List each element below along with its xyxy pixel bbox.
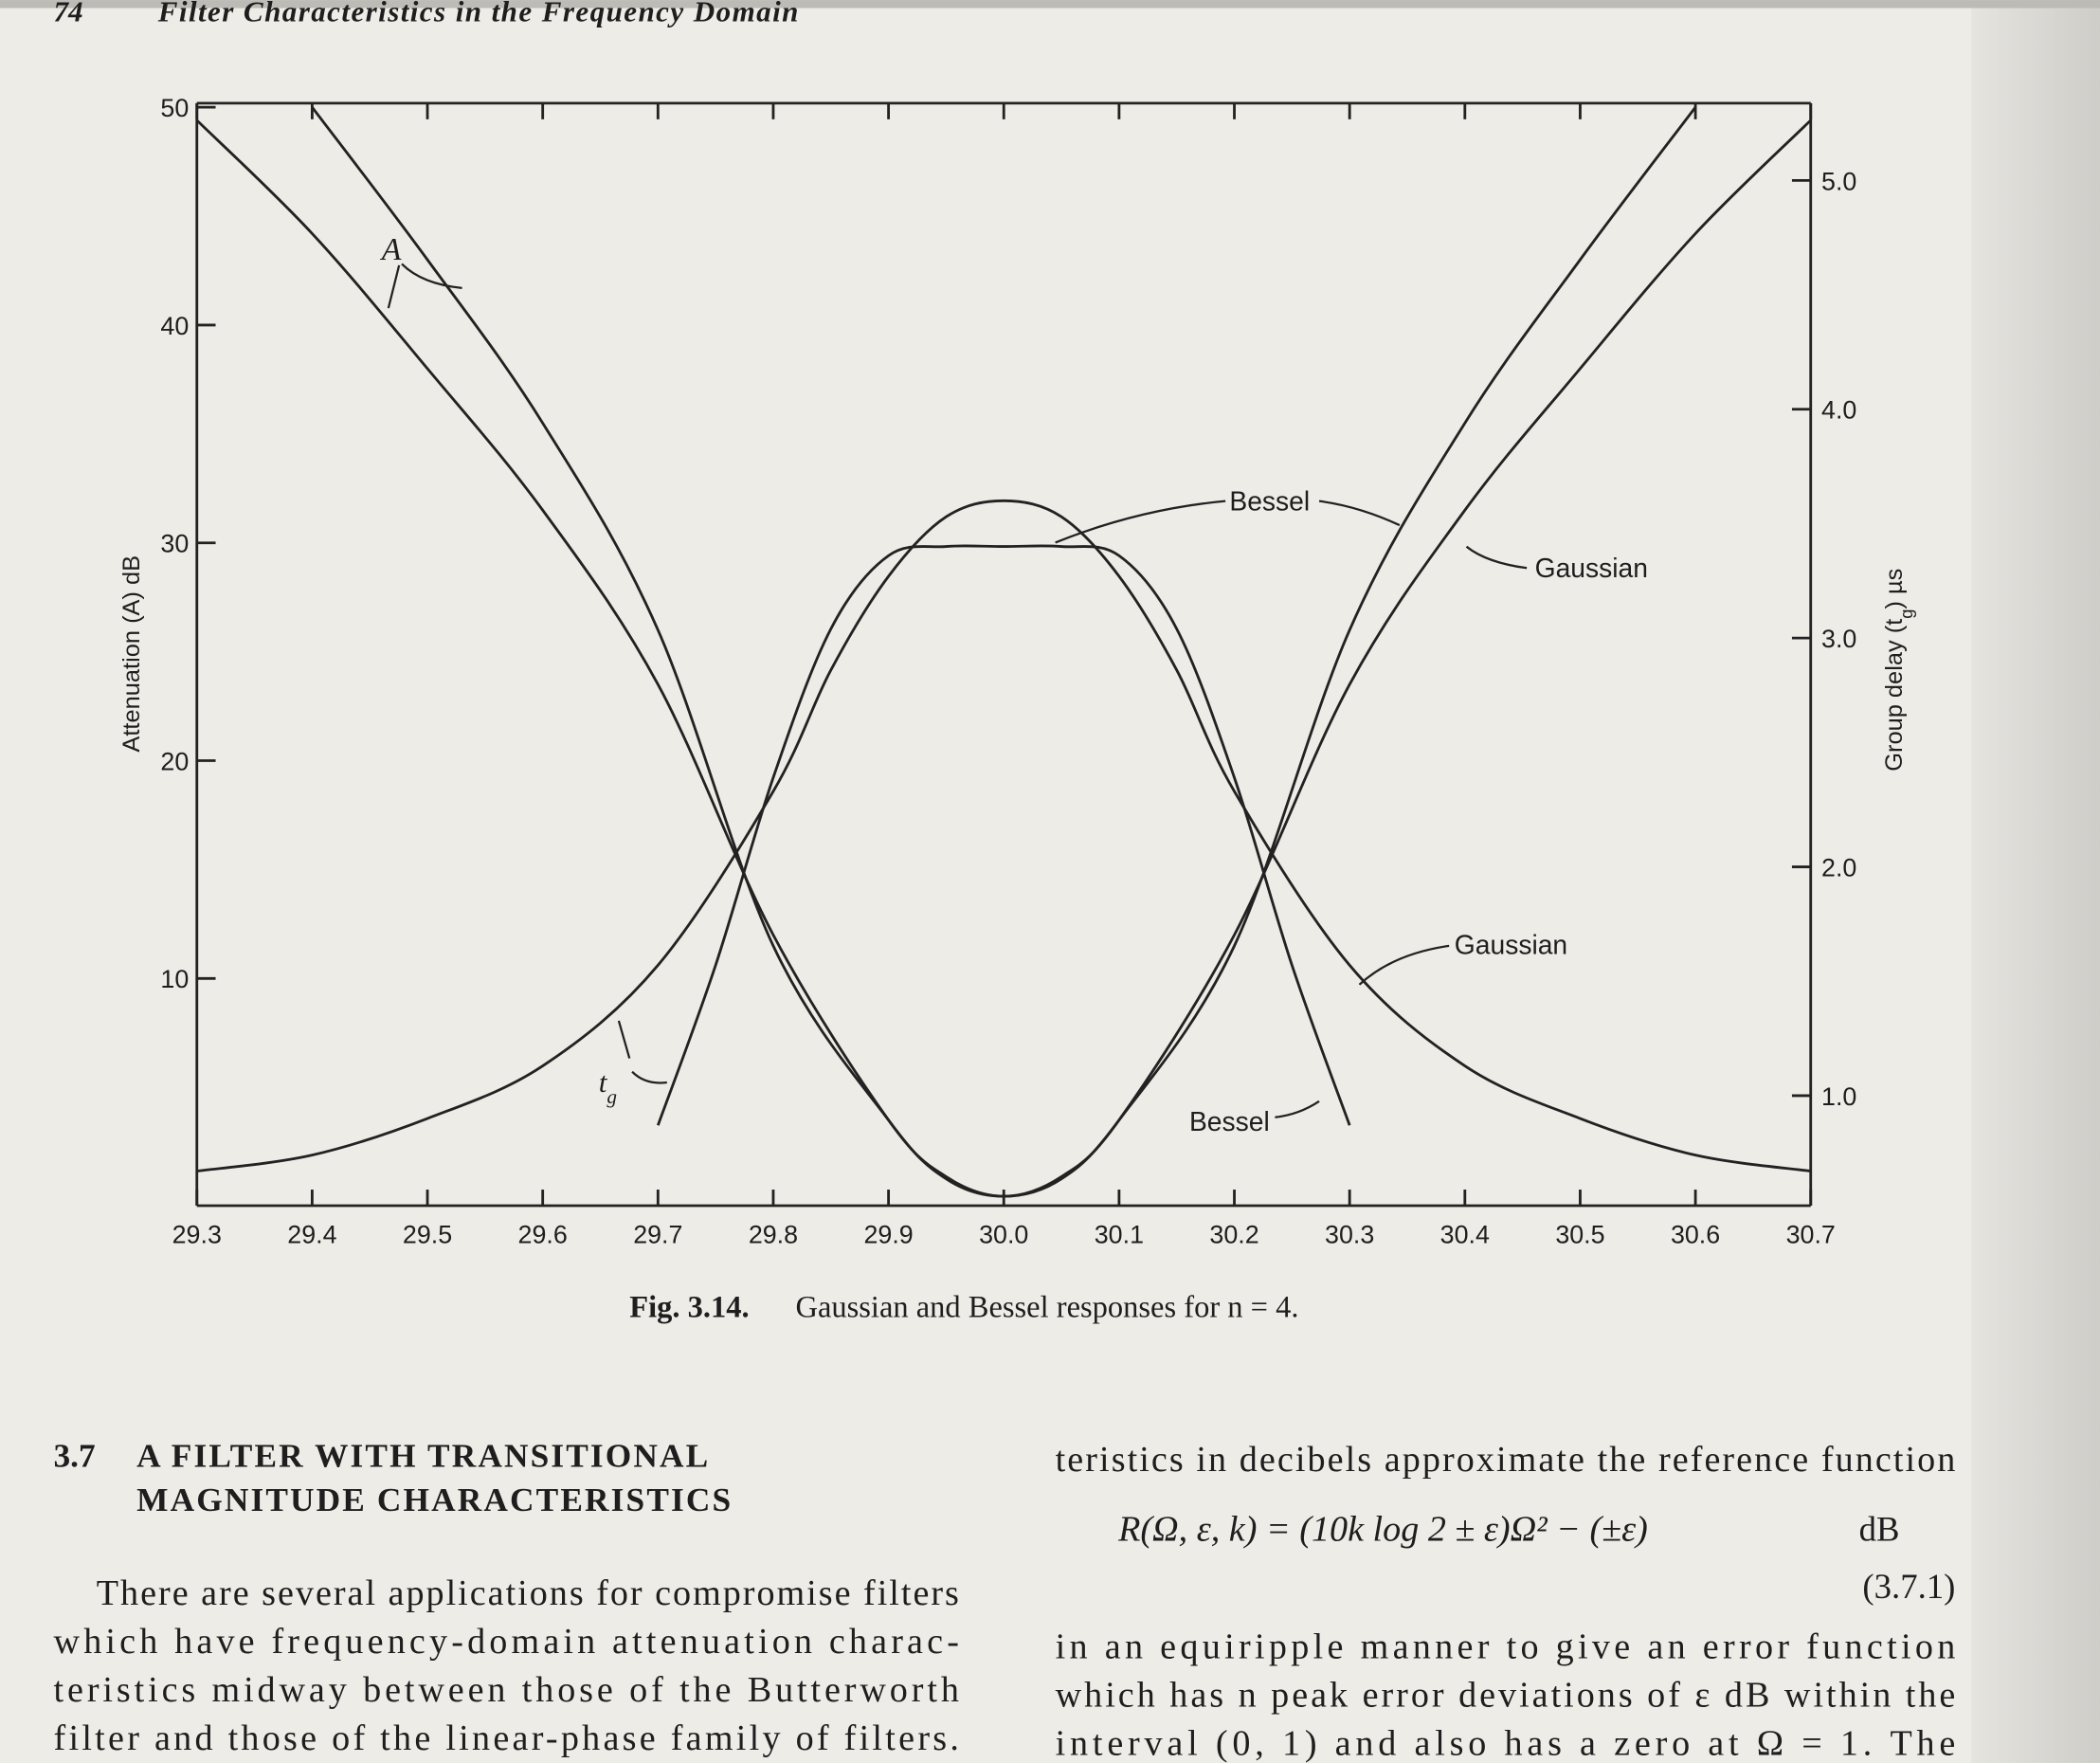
x-tick-label: 29.6 [518,1221,568,1249]
annotation-arrows [387,263,1528,1118]
arrow [401,263,462,290]
section-number: 3.7 [54,1438,96,1475]
arrow [1055,500,1226,544]
x-tick-label: 30.6 [1671,1221,1720,1249]
page-edge [1971,0,2100,1763]
y-tick-label: 50 [160,94,189,122]
y2-tick-label: 5.0 [1821,167,1856,195]
label-subscript: g [1895,609,1915,618]
arrow [1465,545,1528,570]
annotation-text: Bessel [1189,1106,1270,1136]
arrow [617,1020,631,1059]
curve [196,499,1811,1172]
page-number: 74 [54,0,83,28]
annotation-text: Gaussian [1535,553,1648,583]
y2-tick-label: 2.0 [1821,853,1856,882]
x-tick-label: 29.5 [403,1221,452,1249]
running-title: Filter Characteristics in the Frequency … [157,0,800,28]
y2-tick-label: 4.0 [1821,396,1856,425]
section-title-line: A FILTER WITH TRANSITIONAL [136,1438,710,1475]
x-tick-label: 29.4 [287,1221,336,1249]
x-tick-label: 30.7 [1786,1221,1836,1249]
section-title: A FILTER WITH TRANSITIONAL MAGNITUDE CHAR… [136,1438,733,1519]
annotation: Gaussian [1455,929,1567,959]
x-tick-label: 30.4 [1440,1221,1490,1249]
annotation-text: A [380,232,402,267]
curve [311,106,1697,1198]
caption-text: Gaussian and Bessel responses for n = 4. [795,1290,1298,1324]
y2-tick-label: 1.0 [1821,1082,1856,1111]
text-line: teristics in decibels approximate the re… [1056,1440,1956,1480]
x-tick-label: 30.0 [979,1221,1028,1249]
label-part: Group delay (t [1881,619,1908,772]
x-tick-label: 30.1 [1095,1221,1144,1249]
arrow [631,1070,667,1084]
arrow [1358,944,1450,986]
annotation: Bessel [1229,486,1310,517]
annotation-text: Bessel [1229,486,1310,517]
caption-label: Fig. 3.14. [629,1290,749,1324]
annotation: Gaussian [1535,553,1648,583]
y2-axis-label: Group delay (tg) µs [1881,569,1915,772]
x-tick-label: 29.8 [749,1221,798,1249]
x-tick-label: 29.9 [863,1221,913,1249]
arrow [1318,500,1401,527]
label-part: ) µs [1881,569,1908,609]
curve [656,544,1351,1126]
annotation: Bessel [1189,1106,1270,1136]
arrow [1275,1100,1320,1118]
equation-number: (3.7.1) [1862,1567,1955,1606]
y-tick-label: 40 [160,312,189,340]
x-tick-label: 30.2 [1209,1221,1258,1249]
annotation-text: t [599,1065,608,1099]
annotation: A [380,232,402,267]
text-line: filter and those of the linear-phase fam… [54,1718,959,1758]
x-tick-label: 29.7 [633,1221,682,1249]
x-tick-label: 30.3 [1325,1221,1374,1249]
annotation-subscript: g [606,1085,617,1108]
y-tick-label: 10 [160,965,189,993]
x-tick-label: 29.3 [172,1221,222,1249]
section-title-line: MAGNITUDE CHARACTERISTICS [136,1481,733,1518]
text-line: which have frequency-domain attenuation … [54,1622,959,1662]
y2-tick-label: 3.0 [1821,625,1856,653]
arrow [387,264,401,309]
annotation: tg [599,1065,617,1108]
annotation-text: Gaussian [1455,929,1567,959]
y-axis-label: Attenuation (A) dB [118,555,145,753]
equation: R(Ω, ε, k) = (10k log 2 ± ε)Ω² − (±ε) [1117,1509,1648,1549]
equation-unit: dB [1859,1509,1900,1548]
y-tick-label: 20 [160,747,189,775]
text-line: which has n peak error deviations of ε d… [1056,1676,1956,1716]
top-edge [0,0,2100,9]
text-line: interval (0, 1) and also has a zero at Ω… [1056,1723,1956,1763]
y-tick-label: 30 [160,530,189,558]
x-tick-label: 30.5 [1555,1221,1604,1249]
chart: 29.3 29.4 29.5 29.6 29.7 29.8 29.9 30.0 30.1 30.2… [118,94,1915,1249]
